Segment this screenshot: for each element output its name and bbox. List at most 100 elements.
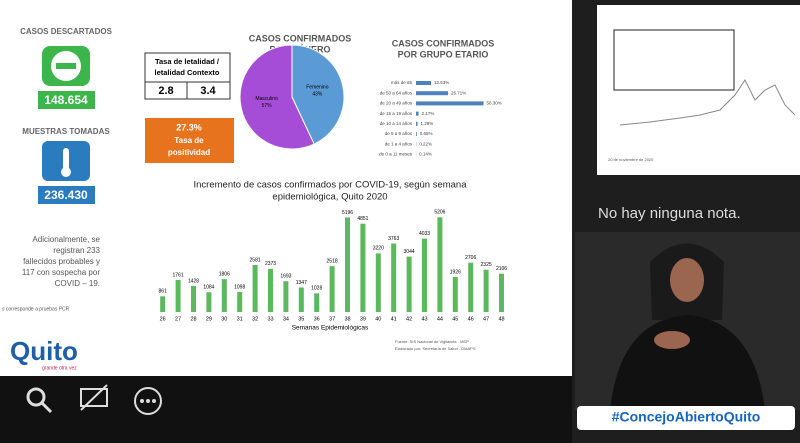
bar <box>452 276 458 312</box>
bar <box>237 292 243 312</box>
note-line: Adicionalmente, se <box>32 235 100 244</box>
search-icon <box>40 401 53 414</box>
logo-tagline: grande otra vez <box>42 365 77 371</box>
x-axis-label: Semanas Epidemiológicas <box>292 325 369 332</box>
x-tick-label: 28 <box>190 316 196 322</box>
x-tick-label: 38 <box>344 316 350 322</box>
data-label: 4851 <box>357 216 368 222</box>
y-tick-label: de 5 a 9 años <box>385 131 413 136</box>
bar <box>298 287 304 312</box>
value: 236.430 <box>44 188 88 202</box>
label: positividad <box>168 148 210 157</box>
bar <box>221 279 227 312</box>
dot <box>152 399 156 403</box>
x-tick-label: 42 <box>406 316 412 322</box>
x-tick-label: 45 <box>452 316 458 322</box>
bar <box>252 265 258 312</box>
logo: Quito <box>10 336 78 366</box>
data-label: 2706 <box>465 255 476 261</box>
source: Fuente: SIS Nacional de Vigilancia - MSP <box>395 339 469 344</box>
y-tick-label: más de 65 <box>391 80 413 85</box>
note-line: fallecidos probables y <box>23 257 100 266</box>
bar <box>191 286 196 312</box>
footnote: s corresponde a pruebas PCR <box>2 306 70 312</box>
x-tick-label: 44 <box>437 316 443 322</box>
data-label: 56.30% <box>487 101 502 106</box>
value-box <box>38 186 95 204</box>
data-label: 0.65% <box>420 131 433 136</box>
bar <box>360 223 366 312</box>
positivity-box <box>145 118 234 163</box>
x-tick-label: 31 <box>237 316 243 322</box>
data-label: 2325 <box>481 262 492 268</box>
chart-title: Incremento de casos confirmados por COVI… <box>194 180 468 191</box>
data-label: 1428 <box>188 278 199 284</box>
x-tick-label: 48 <box>498 316 504 322</box>
thumbnail-caption: 20 de noviembre de 2020 <box>608 157 654 162</box>
x-tick-label: 43 <box>421 316 427 322</box>
x-tick-label: 36 <box>314 316 320 322</box>
slice-label: Masculino <box>255 96 278 102</box>
bar <box>422 238 427 312</box>
bar <box>416 121 418 126</box>
data-label: 1028 <box>311 286 322 292</box>
data-label: 861 <box>159 289 168 295</box>
cell: 2.8 <box>158 85 173 97</box>
pie-slice <box>291 44 345 145</box>
value: 148.654 <box>44 93 88 107</box>
bar <box>468 262 474 312</box>
icon <box>63 148 69 170</box>
data-label: 0.14% <box>419 152 432 157</box>
icon <box>56 63 76 69</box>
bar <box>416 132 417 136</box>
more-icon[interactable] <box>134 387 162 415</box>
chart-title: CASOS CONFIRMADOS <box>392 38 495 48</box>
chart-title: epidemiológica, Quito 2020 <box>272 192 387 203</box>
note: Adicionalmente, se registran 233 fallecido… <box>22 235 101 288</box>
y-tick-label: de 50 a 64 años <box>380 90 413 95</box>
bar <box>416 81 432 85</box>
slice-value: 57% <box>262 103 273 109</box>
header: Tasa de letalidad / <box>155 57 220 66</box>
bar <box>437 217 443 312</box>
bar <box>416 111 419 116</box>
data-label: 3044 <box>404 249 415 255</box>
x-tick-label: 32 <box>252 316 258 322</box>
y-tick-label: de 20 a 49 años <box>380 101 413 106</box>
label: CASOS DESCARTADOS <box>20 27 113 36</box>
value-box <box>38 91 95 109</box>
y-tick-label: de 10 a 14 años <box>380 121 413 126</box>
icon <box>61 167 71 177</box>
data-label: 2581 <box>250 257 261 263</box>
data-label: 1084 <box>203 285 214 291</box>
bar <box>416 101 484 106</box>
pie-slice <box>239 44 315 150</box>
x-tick-label: 41 <box>391 316 397 322</box>
x-tick-label: 27 <box>175 316 181 322</box>
bar <box>483 269 489 312</box>
bar <box>375 253 381 312</box>
toolbar-icons <box>26 384 162 415</box>
slice-value: 43% <box>312 92 323 98</box>
bar <box>391 243 397 312</box>
data-label: 5196 <box>342 210 353 216</box>
dot <box>146 399 150 403</box>
search-icon[interactable] <box>26 387 46 407</box>
screen-icon[interactable] <box>80 388 108 407</box>
source: Elaborado por: Secretaría de Salud - DMA… <box>395 346 476 351</box>
bar <box>416 91 449 96</box>
y-tick-label: de 0 a 11 meses <box>379 152 413 157</box>
bar <box>406 256 412 312</box>
data-label: 2106 <box>496 266 507 272</box>
thumbnail-box <box>613 29 735 91</box>
data-label: 1347 <box>296 280 307 286</box>
data-label: 5206 <box>434 210 445 216</box>
label: Tasa de <box>174 136 204 145</box>
y-tick-label: de 15 a 19 años <box>380 111 413 116</box>
data-label: 1926 <box>450 269 461 275</box>
x-tick-label: 40 <box>375 316 381 322</box>
data-label: 12.53% <box>434 80 449 85</box>
